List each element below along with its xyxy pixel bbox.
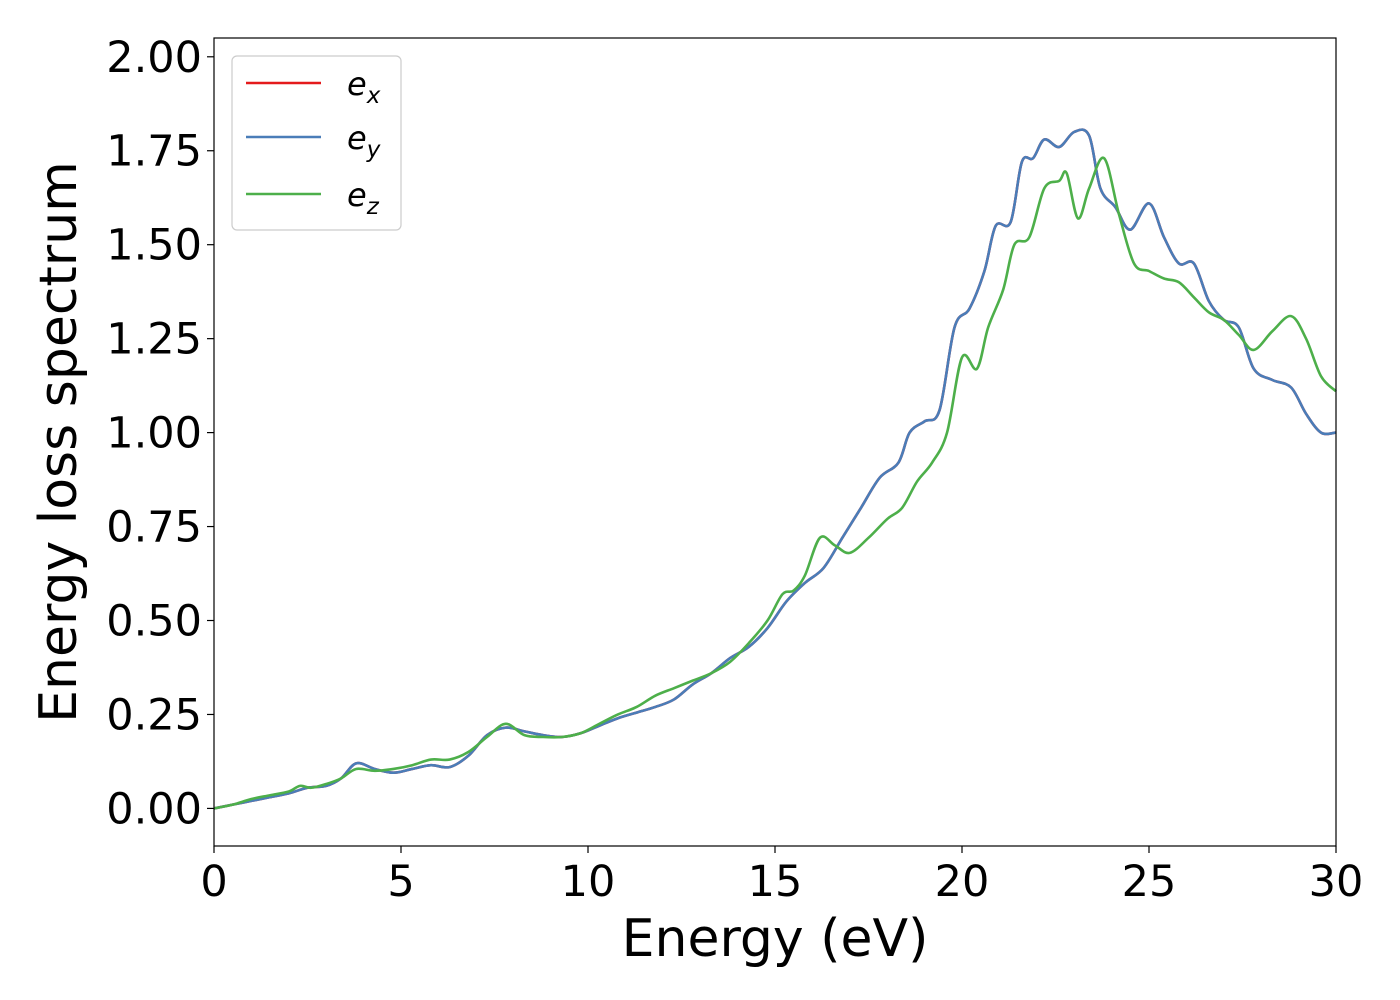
- y-axis-title: Energy loss spectrum: [29, 161, 89, 723]
- legend-label-e-y: ey: [347, 119, 381, 163]
- legend-label-e-x: ex: [347, 65, 381, 109]
- y-tick-label: 0.75: [106, 503, 202, 553]
- series-layer: [213, 128, 1337, 810]
- x-tick-label: 0: [200, 857, 227, 907]
- legend-label-e-z: ez: [347, 176, 380, 220]
- y-tick-label: 1.00: [106, 409, 202, 459]
- series-line-e-z: [213, 156, 1337, 810]
- x-tick-label: 5: [387, 857, 414, 907]
- x-axis-ticks: 0 5 10 15 20 25 30: [200, 846, 1363, 907]
- y-tick-label: 1.75: [106, 127, 202, 177]
- y-tick-label: 0.25: [106, 690, 202, 740]
- legend-label-e-y-sub: y: [366, 137, 381, 163]
- y-tick-label: 0.50: [106, 597, 202, 647]
- y-tick-label: 2.00: [106, 33, 202, 83]
- legend-label-e-z-base: e: [347, 176, 367, 214]
- series-line-e-y: [213, 128, 1337, 810]
- x-axis-title: Energy (eV): [622, 909, 929, 969]
- x-tick-label: 15: [748, 857, 803, 907]
- legend-label-e-x-sub: x: [366, 83, 381, 109]
- x-tick-label: 30: [1309, 857, 1364, 907]
- x-tick-label: 25: [1122, 857, 1177, 907]
- y-tick-label: 0.00: [106, 784, 202, 834]
- y-tick-label: 1.50: [106, 221, 202, 271]
- x-tick-label: 10: [561, 857, 616, 907]
- legend-label-e-y-base: e: [347, 119, 367, 157]
- legend-label-e-z-sub: z: [366, 194, 380, 220]
- legend: ex ey ez: [231, 55, 402, 231]
- legend-label-e-x-base: e: [347, 65, 367, 103]
- legend-box: [231, 55, 402, 231]
- y-tick-label: 1.25: [106, 315, 202, 365]
- x-tick-label: 20: [935, 857, 990, 907]
- y-axis-ticks: 0.00 0.25 0.50 0.75 1.00 1.25 1.50 1.75 2.00: [106, 33, 214, 834]
